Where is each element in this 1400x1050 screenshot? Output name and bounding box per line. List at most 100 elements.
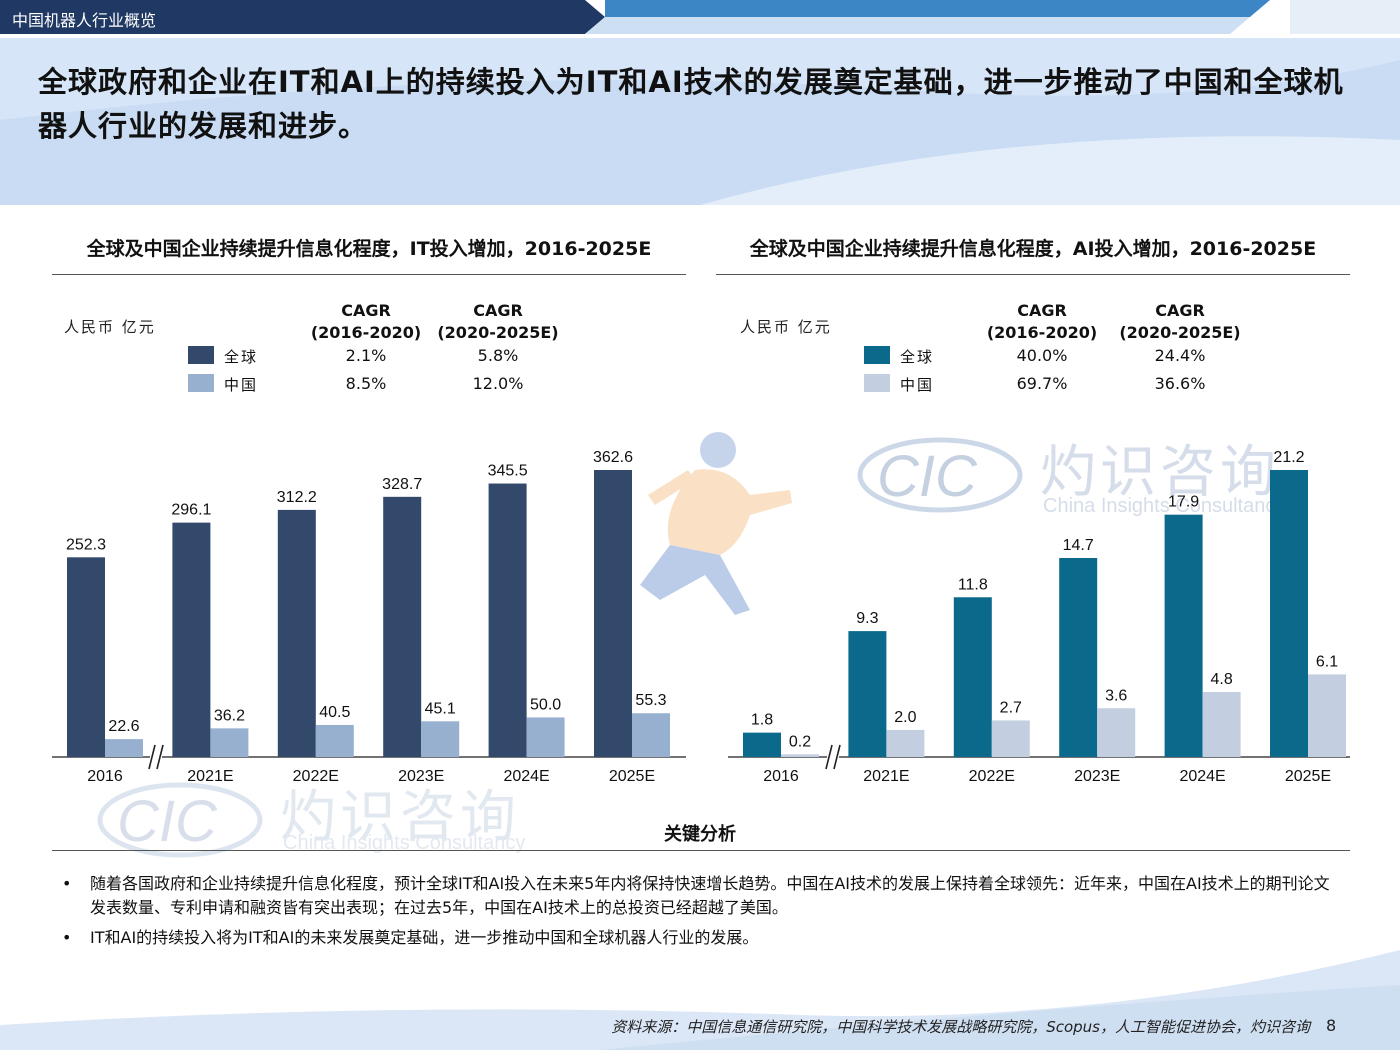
data-label: 2.7 [1000,699,1022,716]
x-tick-label: 2023E [398,768,444,785]
ai-chart-title: 全球及中国企业持续提升信息化程度，AI投入增加，2016-2025E [749,238,1317,260]
ai-bar-chart: 1.8 0.2 2016 9.3 2.0 2021E 11.8 2.7 2022E 14.7 3.6… [728,449,1350,785]
data-label: 45.1 [425,700,456,717]
ai-cagr-header-1-line2: (2016-2020) [986,323,1098,342]
bar-china [526,717,565,757]
cic-cn-name: 灼识咨询 [280,785,520,850]
ai-cagr-header-1-line1: CAGR [1017,301,1067,320]
bar-china [1308,674,1346,757]
bar-global [743,732,781,757]
bar-global [1164,514,1203,757]
ai-cagr-china-1: 69.7% [1016,374,1068,393]
data-label: 50.0 [530,696,561,713]
bar-china [105,739,143,757]
it-legend-label-global: 全球 [224,348,259,366]
bar-china [315,724,354,757]
data-label: 1.8 [751,712,773,729]
data-label: 22.6 [108,718,139,735]
ai-legend-label-global: 全球 [900,348,935,366]
x-tick-label: 2025E [609,768,655,785]
x-tick-label: 2025E [1285,768,1331,785]
bar-china [1097,708,1136,757]
key-analysis-list: 随着各国政府和企业持续提升信息化程度，预计全球IT和AI投入在未来5年内将保持快… [60,872,1345,956]
cic-logo-icon [97,782,263,858]
it-cagr-header-1-line2: (2016-2020) [310,323,422,342]
bar-china [421,721,460,757]
it-cagr-header-1: CAGR (2016-2020) [296,300,436,344]
ai-cagr-header-1: CAGR (2016-2020) [972,300,1112,344]
data-label: 2.0 [894,709,916,726]
bar-china [781,754,819,757]
x-tick-label: 2021E [187,768,233,785]
cic-logo-icon [857,437,1023,513]
it-cagr-global-2: 5.8% [477,346,519,365]
ai-cagr-china-2: 36.6% [1154,374,1206,393]
it-cagr-china-2: 12.0% [472,374,524,393]
data-label: 362.6 [593,449,633,466]
cic-watermark-top: CIC 灼识咨询 China Insights Consultancy [855,425,1325,525]
it-cagr-header-1-line1: CAGR [341,301,391,320]
x-tick-label: 2024E [503,768,549,785]
page-number: 8 [1326,1016,1337,1035]
it-cagr-header-2-line2: (2020-2025E) [437,323,559,342]
cic-logo-text: CIC [117,789,217,854]
it-cagr-global-1: 2.1% [345,346,387,365]
x-tick-label: 2023E [1074,768,1120,785]
axis-break-mark [148,744,164,770]
data-label: 296.1 [171,502,211,519]
ai-cagr-header-2-line2: (2020-2025E) [1119,323,1241,342]
it-chart-title: 全球及中国企业持续提升信息化程度，IT投入增加，2016-2025E [86,238,652,260]
data-label: 312.2 [277,489,317,506]
data-label: 328.7 [382,476,422,493]
cic-logo-text: CIC [877,444,977,509]
bar-china [1202,692,1241,757]
page-title: 全球政府和企业在IT和AI上的持续投入为IT和AI技术的发展奠定基础，进一步推动… [38,65,1344,143]
x-tick-label: 2022E [293,768,339,785]
bar-global [277,509,316,757]
it-unit-label: 人民币 亿元 [64,318,156,336]
key-analysis-bullet: IT和AI的持续投入将为IT和AI的未来发展奠定基础，进一步推动中国和全球机器人… [60,926,1345,950]
ai-legend-swatch-global [864,346,890,364]
key-analysis-title: 关键分析 [664,824,736,845]
bar-global [67,557,105,757]
key-analysis-bullet: 随着各国政府和企业持续提升信息化程度，预计全球IT和AI投入在未来5年内将保持快… [60,872,1345,920]
ai-unit-label: 人民币 亿元 [740,318,832,336]
x-tick-label: 2016 [763,768,799,785]
section-title: 中国机器人行业概览 [12,11,157,30]
bar-china [210,728,249,757]
top-bar [0,0,1400,38]
ai-legend-label-china: 中国 [900,376,935,394]
it-legend-label-china: 中国 [224,376,259,394]
data-label: 21.2 [1273,449,1304,466]
bar-china [886,729,925,757]
ai-legend-swatch-china [864,374,890,392]
source-note: 资料来源：中国信息通信研究院，中国科学技术发展战略研究院，Scopus，人工智能… [611,1018,1310,1036]
data-label: 345.5 [488,463,528,480]
bar-china [991,720,1030,757]
x-tick-label: 2022E [969,768,1015,785]
cic-cn-name: 灼识咨询 [1040,440,1280,505]
data-label: 14.7 [1063,537,1094,554]
ai-cagr-header-2-line1: CAGR [1155,301,1205,320]
x-tick-label: 2021E [863,768,909,785]
it-legend-swatch-china [188,374,214,392]
bar-global [1270,470,1308,757]
data-label: 40.5 [319,704,350,721]
it-title-rule [52,274,686,275]
footer-background [0,950,1400,1050]
key-analysis-rule [52,850,1350,851]
data-label: 55.3 [635,692,666,709]
axis-break-mark [825,744,841,770]
cic-en-name: China Insights Consultancy [283,832,526,854]
data-label: 9.3 [856,610,878,627]
data-label: 11.8 [958,576,988,593]
it-legend-swatch-global [188,346,214,364]
data-label: 0.2 [789,733,811,750]
cic-watermark-bottom: CIC 灼识咨询 China Insights Consultancy [95,770,565,870]
data-label: 4.8 [1210,671,1232,688]
data-label: 252.3 [66,536,106,553]
it-cagr-header-2-line1: CAGR [473,301,523,320]
ai-cagr-header-2: CAGR (2020-2025E) [1110,300,1250,344]
bar-global [1059,557,1098,757]
bar-global [953,597,992,757]
